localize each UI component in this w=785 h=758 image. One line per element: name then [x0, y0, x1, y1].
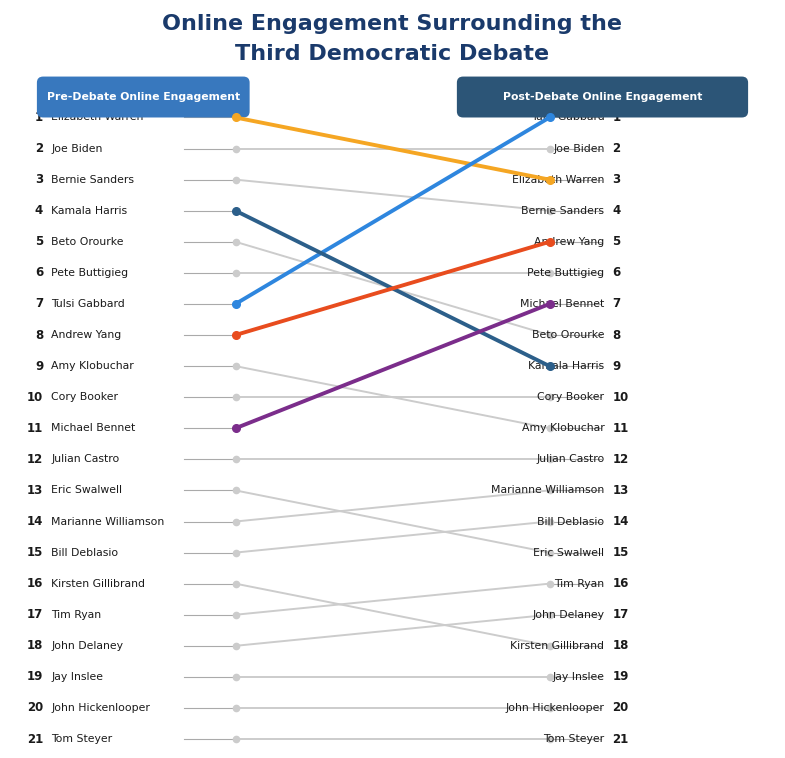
Text: 12: 12: [27, 453, 43, 466]
Text: 4: 4: [35, 204, 43, 218]
Text: Michael Bennet: Michael Bennet: [51, 423, 135, 434]
Text: Joe Biden: Joe Biden: [553, 143, 604, 154]
Text: 16: 16: [27, 577, 43, 590]
Text: 21: 21: [27, 732, 43, 746]
Text: 1: 1: [612, 111, 620, 124]
Text: 8: 8: [612, 328, 621, 342]
Text: 9: 9: [35, 359, 43, 373]
Text: John Hickenlooper: John Hickenlooper: [51, 703, 150, 713]
Text: Julian Castro: Julian Castro: [536, 454, 604, 465]
Text: 6: 6: [35, 266, 43, 280]
Text: 18: 18: [27, 639, 43, 653]
Text: 17: 17: [27, 608, 43, 622]
Text: 15: 15: [612, 546, 629, 559]
Text: Bill Deblasio: Bill Deblasio: [537, 516, 604, 527]
Text: 9: 9: [612, 359, 621, 373]
Text: Beto Orourke: Beto Orourke: [532, 330, 604, 340]
Text: John Delaney: John Delaney: [51, 641, 123, 651]
Text: Joe Biden: Joe Biden: [51, 143, 102, 154]
Text: 7: 7: [35, 297, 43, 311]
Text: Amy Klobuchar: Amy Klobuchar: [522, 423, 604, 434]
Text: Kirsten Gillibrand: Kirsten Gillibrand: [510, 641, 604, 651]
Text: Cory Booker: Cory Booker: [538, 392, 604, 402]
Text: 17: 17: [612, 608, 629, 622]
Text: 10: 10: [27, 390, 43, 404]
Text: Marianne Williamson: Marianne Williamson: [51, 516, 164, 527]
Text: Eric Swalwell: Eric Swalwell: [51, 485, 122, 496]
Text: Kirsten Gillibrand: Kirsten Gillibrand: [51, 578, 145, 589]
Text: Michael Bennet: Michael Bennet: [520, 299, 604, 309]
Text: 5: 5: [612, 235, 621, 249]
Text: Eric Swalwell: Eric Swalwell: [534, 547, 604, 558]
Text: Tulsi Gabbard: Tulsi Gabbard: [531, 112, 604, 123]
Text: Andrew Yang: Andrew Yang: [535, 236, 604, 247]
Text: 19: 19: [612, 670, 629, 684]
Text: Tom Steyer: Tom Steyer: [543, 734, 604, 744]
Text: Third Democratic Debate: Third Democratic Debate: [236, 45, 550, 64]
Text: 7: 7: [612, 297, 620, 311]
Text: Cory Booker: Cory Booker: [51, 392, 118, 402]
Text: Andrew Yang: Andrew Yang: [51, 330, 121, 340]
Text: 8: 8: [35, 328, 43, 342]
Text: 10: 10: [612, 390, 629, 404]
Text: 2: 2: [612, 142, 620, 155]
Text: 18: 18: [612, 639, 629, 653]
Text: Pre-Debate Online Engagement: Pre-Debate Online Engagement: [46, 92, 240, 102]
Text: 14: 14: [27, 515, 43, 528]
Text: Julian Castro: Julian Castro: [51, 454, 119, 465]
Text: Jay Inslee: Jay Inslee: [553, 672, 604, 682]
Text: Jay Inslee: Jay Inslee: [51, 672, 103, 682]
Text: 13: 13: [612, 484, 629, 497]
Text: 20: 20: [612, 701, 629, 715]
Text: Bill Deblasio: Bill Deblasio: [51, 547, 119, 558]
Text: Online Engagement Surrounding the: Online Engagement Surrounding the: [162, 14, 623, 34]
Text: 11: 11: [612, 421, 629, 435]
Text: Tim Ryan: Tim Ryan: [554, 578, 604, 589]
FancyBboxPatch shape: [37, 77, 250, 117]
Text: Pete Buttigieg: Pete Buttigieg: [51, 268, 128, 278]
Text: Marianne Williamson: Marianne Williamson: [491, 485, 604, 496]
Text: 12: 12: [612, 453, 629, 466]
Text: 14: 14: [612, 515, 629, 528]
Text: 5: 5: [35, 235, 43, 249]
Text: 20: 20: [27, 701, 43, 715]
Text: Post-Debate Online Engagement: Post-Debate Online Engagement: [503, 92, 702, 102]
Text: 16: 16: [612, 577, 629, 590]
Text: 15: 15: [27, 546, 43, 559]
Text: Pete Buttigieg: Pete Buttigieg: [528, 268, 604, 278]
Text: 3: 3: [612, 173, 620, 186]
Text: Elizabeth Warren: Elizabeth Warren: [512, 174, 604, 185]
Text: John Delaney: John Delaney: [532, 609, 604, 620]
FancyBboxPatch shape: [457, 77, 748, 117]
Text: 21: 21: [612, 732, 629, 746]
Text: 4: 4: [612, 204, 621, 218]
Text: John Hickenlooper: John Hickenlooper: [506, 703, 604, 713]
Text: Tim Ryan: Tim Ryan: [51, 609, 101, 620]
Text: 3: 3: [35, 173, 43, 186]
Text: 19: 19: [27, 670, 43, 684]
Text: Amy Klobuchar: Amy Klobuchar: [51, 361, 133, 371]
Text: Tulsi Gabbard: Tulsi Gabbard: [51, 299, 125, 309]
Text: 11: 11: [27, 421, 43, 435]
Text: Kamala Harris: Kamala Harris: [51, 205, 127, 216]
Text: 13: 13: [27, 484, 43, 497]
Text: Elizabeth Warren: Elizabeth Warren: [51, 112, 144, 123]
Text: Beto Orourke: Beto Orourke: [51, 236, 123, 247]
Text: Tom Steyer: Tom Steyer: [51, 734, 112, 744]
Text: 6: 6: [612, 266, 621, 280]
Text: 1: 1: [35, 111, 43, 124]
Text: Bernie Sanders: Bernie Sanders: [521, 205, 604, 216]
Text: Bernie Sanders: Bernie Sanders: [51, 174, 134, 185]
Text: 2: 2: [35, 142, 43, 155]
Text: Kamala Harris: Kamala Harris: [528, 361, 604, 371]
